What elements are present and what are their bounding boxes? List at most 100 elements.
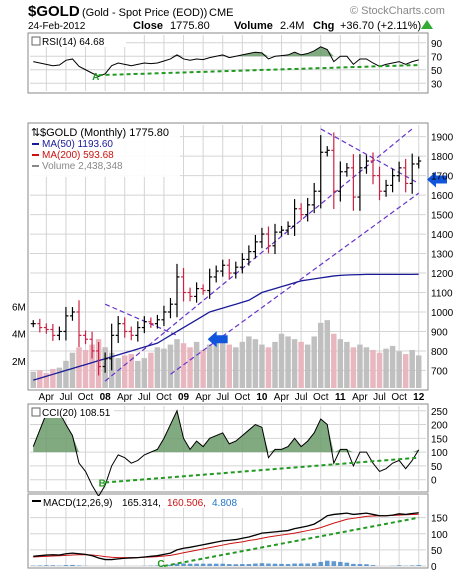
volume-bar	[161, 348, 167, 388]
volume-tick-label: 4M	[12, 330, 26, 341]
rsi-label-text: RSI(14) 64.68	[42, 37, 105, 48]
macd-value: 165.314,	[122, 498, 161, 509]
macd-hist-bar	[220, 563, 226, 566]
up-arrow-icon	[421, 20, 433, 29]
volume-bar	[363, 347, 370, 388]
volume-bar	[63, 360, 69, 388]
blue-arrow-icon	[427, 171, 447, 188]
volume-bar	[69, 352, 76, 388]
volume-bar	[206, 344, 213, 388]
macd-hist-value: 4.808	[212, 498, 237, 509]
macd-hist-bar	[331, 561, 337, 566]
candle-icon: ⇅	[31, 127, 40, 139]
volume-bar	[50, 369, 56, 388]
symbol-name: (Gold - Spot Price (EOD))	[82, 7, 207, 19]
price-title: $GOLD (Monthly) 1775.80	[40, 127, 169, 139]
price-tick-label: 700	[431, 366, 448, 377]
volume-bar	[180, 343, 187, 388]
macd-hist-bar	[311, 563, 317, 566]
x-tick-label: Oct	[235, 392, 251, 403]
rsi-tick-label: 50	[431, 66, 443, 77]
macd-hist-bar	[207, 563, 212, 566]
volume-bar	[226, 344, 233, 388]
x-tick-label: Jul	[60, 392, 73, 403]
macd-hist-bar	[285, 564, 291, 566]
macd-hist-bar	[292, 563, 297, 566]
annotation-c: C	[157, 559, 164, 570]
cci-label-text: CCI(20) 108.51	[42, 408, 111, 419]
macd-hist-bar	[194, 563, 199, 566]
volume-bar	[278, 333, 285, 388]
macd-hist-bar	[233, 564, 239, 566]
volume-bar	[141, 358, 148, 388]
volume-bar	[396, 351, 402, 388]
x-tick-label: Jul	[216, 392, 229, 403]
macd-hist-bar	[213, 563, 219, 566]
x-tick-label: Apr	[352, 392, 368, 403]
chart-header: $GOLD (Gold - Spot Price (EOD)) CME © St…	[28, 3, 445, 32]
close-label: Close	[133, 20, 163, 32]
cci-tick-label: 150	[431, 434, 448, 445]
price-tick-label: 1600	[431, 191, 454, 202]
volume-bar	[350, 347, 357, 388]
volume-bar	[285, 336, 291, 388]
volume-bar	[311, 336, 317, 388]
macd-hist-bar	[76, 565, 82, 566]
volume-bar	[409, 350, 415, 388]
macd-hist-bar	[409, 565, 415, 566]
cci-line	[32, 409, 420, 498]
price-tick-label: 1800	[431, 152, 454, 163]
macd-hist-bar	[279, 563, 284, 566]
macd-layer: C	[30, 512, 422, 570]
volume-bar	[415, 355, 422, 388]
volume-bar	[337, 339, 344, 388]
price-tick-label: 1300	[431, 250, 454, 261]
volume-bar	[56, 367, 63, 388]
macd-hist-bar	[70, 564, 75, 566]
x-tick-label: Apr	[39, 392, 55, 403]
price-tick-label: 1900	[431, 133, 454, 144]
symbol-text: $GOLD	[28, 3, 80, 20]
annotation-b: B	[99, 479, 106, 490]
x-tick-label: 09	[178, 392, 190, 403]
macd-hist-bar	[396, 565, 402, 566]
macd-tick-label: 100	[431, 530, 448, 541]
macd-line	[33, 512, 419, 561]
macd-hist-bar	[50, 565, 56, 566]
volume-bar	[76, 347, 82, 388]
volume-value: 2.4M	[280, 20, 304, 32]
volume-bar	[252, 339, 259, 388]
price-tick-label: 1100	[431, 289, 453, 300]
volume-bar	[37, 370, 43, 388]
rsi-tick-label: 70	[431, 52, 443, 63]
volume-tick-label: 2M	[12, 357, 26, 368]
macd-hist-bar	[168, 564, 173, 566]
price-tick-label: 900	[431, 327, 448, 338]
collapse-icon	[31, 36, 41, 46]
channel-lower-line	[170, 192, 420, 375]
cci-fill	[33, 410, 419, 453]
volume-bar	[200, 350, 206, 388]
x-tick-label: Oct	[313, 392, 329, 403]
macd-hist-bar	[246, 564, 252, 566]
price-layer	[30, 128, 447, 388]
cci-tick-label: 0	[431, 476, 437, 487]
macd-hist-bar	[318, 561, 324, 566]
legend-swatch	[32, 154, 39, 156]
macd-hist-bar	[63, 565, 69, 566]
macd-hist-bar	[37, 565, 43, 566]
legend-label: MA(200) 593.68	[42, 150, 114, 161]
wedge-line	[320, 128, 420, 184]
x-tick-label: Oct	[391, 392, 407, 403]
legend-swatch	[32, 143, 39, 145]
macd-hist-bar	[44, 565, 49, 566]
macd-tick-label: 50	[431, 546, 443, 557]
exchange-text: CME	[209, 7, 233, 19]
volume-bar	[317, 322, 324, 388]
price-tick-label: 1500	[431, 211, 454, 222]
macd-hist-bar	[298, 563, 304, 566]
macd-hist-bar	[272, 563, 278, 566]
volume-bar	[167, 344, 174, 388]
macd-hist-bar	[364, 564, 369, 566]
